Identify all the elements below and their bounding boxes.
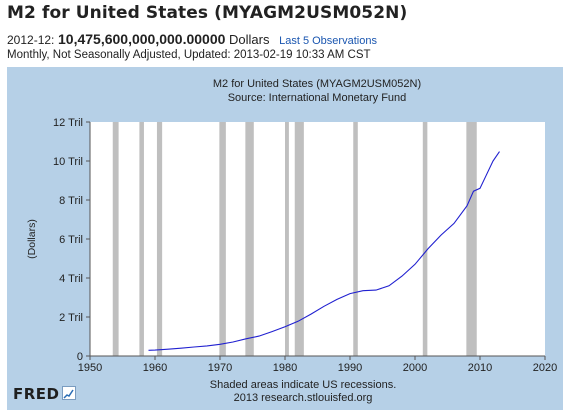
- recession-band-2: [139, 122, 144, 356]
- x-tick-label: 2020: [533, 362, 557, 374]
- x-tick-label: 1990: [338, 362, 362, 374]
- y-tick-label: 10 Tril: [53, 156, 83, 168]
- y-tick-label: 8 Tril: [59, 195, 83, 207]
- source-url: 2013 research.stlouisfed.org: [234, 392, 373, 404]
- y-axis-label: (Dollars): [26, 219, 38, 259]
- y-tick-label: 12 Tril: [53, 117, 83, 129]
- series-line: [148, 151, 500, 351]
- series-meta: Monthly, Not Seasonally Adjusted, Update…: [7, 49, 371, 61]
- chart-title: M2 for United States (MYAGM2USM052N): [213, 78, 421, 90]
- fred-chart-icon: [62, 386, 76, 400]
- observation-period: 2012-12:: [7, 33, 55, 47]
- chart-panel: 0 2 Tril 4 Tril 6 Tril 8 Tril 10 Tril 12 Tril 1…: [7, 67, 563, 410]
- recession-band-4: [219, 122, 226, 356]
- recession-bands: [112, 122, 477, 356]
- observation-value: 10,475,600,000,000.00000: [58, 31, 226, 47]
- x-tick-label: 1950: [78, 362, 102, 374]
- x-tick-label: 2000: [403, 362, 427, 374]
- m2-line-chart: 0 2 Tril 4 Tril 6 Tril 8 Tril 10 Tril 12 Tril 1…: [26, 78, 557, 404]
- recession-note: Shaded areas indicate US recessions.: [210, 379, 397, 391]
- recession-band-3: [156, 122, 163, 356]
- axis-ticks: 0 2 Tril 4 Tril 6 Tril 8 Tril 10 Tril 12 Tril 1…: [53, 117, 557, 374]
- x-tick-label: 1960: [143, 362, 167, 374]
- page-title: M2 for United States (MYAGM2USM052N): [7, 3, 408, 23]
- recession-band-7: [294, 122, 304, 356]
- chart-subtitle: Source: International Monetary Fund: [228, 92, 407, 104]
- y-tick-label: 4 Tril: [59, 273, 83, 285]
- y-tick-label: 0: [77, 351, 83, 363]
- x-tick-label: 2010: [468, 362, 492, 374]
- last-observations-link[interactable]: Last 5 Observations: [279, 35, 377, 47]
- fred-logo[interactable]: FRED: [13, 385, 60, 403]
- recession-band-8: [353, 122, 358, 356]
- recession-band-10: [466, 122, 477, 356]
- recession-band-1: [112, 122, 119, 356]
- recession-band-6: [285, 122, 289, 356]
- recession-band-5: [245, 122, 254, 356]
- observation-units: Dollars: [229, 32, 270, 47]
- x-tick-label: 1980: [273, 362, 297, 374]
- y-tick-label: 2 Tril: [59, 312, 83, 324]
- x-tick-label: 1970: [208, 362, 232, 374]
- recession-band-9: [422, 122, 428, 356]
- y-tick-label: 6 Tril: [59, 234, 83, 246]
- latest-value-line: 2012-12: 10,475,600,000,000.00000 Dollar…: [7, 31, 377, 47]
